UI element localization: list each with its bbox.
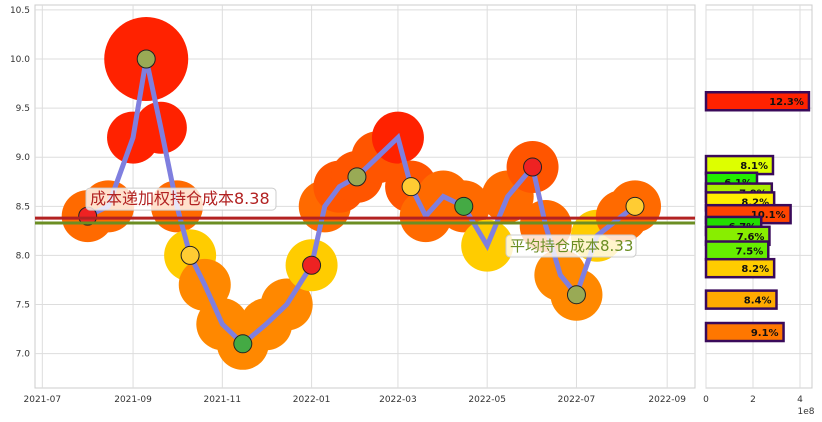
cost-label: 平均持仓成本8.33 [505, 234, 637, 258]
x-tick-label: 2022-05 [468, 395, 506, 405]
volume-bar-label: 8.4% [744, 296, 772, 307]
fruit-marker [302, 255, 322, 275]
fruit-marker [625, 196, 645, 216]
x-tick-label: 2021-07 [24, 395, 62, 405]
volume-bar-label: 8.1% [740, 161, 768, 172]
y-tick-label: 9.5 [16, 104, 30, 114]
volume-bar-label: 12.3% [769, 97, 804, 108]
fruit-marker [454, 196, 474, 216]
x-tick-label: 2021-11 [204, 395, 242, 405]
volume-bar [704, 289, 778, 310]
cost-label: 成本递加权持仓成本8.38 [85, 187, 277, 211]
y-tick-label: 10.5 [10, 6, 30, 16]
volume-bar-label: 7.5% [736, 247, 764, 258]
volume-bar-label: 8.2% [741, 197, 769, 208]
fruit-marker [233, 334, 253, 354]
bar-scale-label: 1e8 [798, 407, 815, 417]
bar-x-tick-label: 0 [703, 395, 709, 405]
svg-text:平均持仓成本8.33: 平均持仓成本8.33 [510, 237, 633, 255]
fruit-marker [347, 167, 367, 187]
fruit-marker [401, 177, 421, 197]
y-tick-label: 10.0 [10, 55, 30, 65]
volume-bar [704, 90, 811, 112]
volume-bar-label: 7.6% [737, 232, 765, 243]
x-tick-label: 2022-03 [379, 395, 417, 405]
y-tick-label: 7.0 [16, 350, 31, 360]
x-tick-label: 2022-07 [558, 395, 596, 405]
fruit-marker [566, 285, 586, 305]
fruit-marker [523, 157, 543, 177]
bar-x-tick-label: 2 [750, 395, 756, 405]
x-tick-label: 2022-09 [648, 395, 686, 405]
y-tick-label: 8.0 [16, 251, 31, 261]
fruit-marker [136, 49, 156, 69]
x-tick-label: 2021-09 [114, 395, 152, 405]
y-tick-label: 9.0 [16, 153, 31, 163]
volume-bar-label: 10.1% [751, 210, 786, 221]
y-tick-label: 8.5 [16, 202, 30, 212]
svg-text:成本递加权持仓成本8.38: 成本递加权持仓成本8.38 [90, 189, 270, 208]
volume-bar-label: 8.2% [741, 264, 769, 275]
x-tick-label: 2022-01 [293, 395, 331, 405]
y-tick-label: 7.5 [16, 301, 30, 311]
volume-bar-label: 9.1% [751, 328, 779, 339]
bar-x-tick-label: 4 [797, 395, 803, 405]
volume-bar [704, 321, 785, 343]
fruit-marker [180, 245, 200, 265]
volume-bar [704, 257, 776, 279]
